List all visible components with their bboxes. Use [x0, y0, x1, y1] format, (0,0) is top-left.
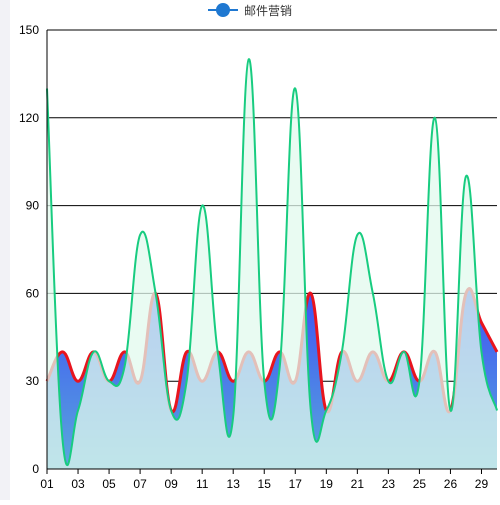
- x-tick-label: 23: [382, 477, 396, 491]
- y-tick-label: 150: [19, 23, 39, 37]
- y-tick-label: 30: [26, 374, 40, 388]
- x-tick-label: 09: [164, 477, 178, 491]
- x-tick-label: 26: [444, 477, 458, 491]
- chart-legend[interactable]: 邮件营销: [0, 0, 500, 20]
- y-tick-label: 120: [19, 111, 39, 125]
- y-tick-label: 0: [32, 462, 39, 476]
- x-tick-label: 01: [40, 477, 54, 491]
- legend-label: 邮件营销: [244, 2, 292, 19]
- x-tick-label: 05: [102, 477, 116, 491]
- x-tick-label: 17: [289, 477, 303, 491]
- y-tick-label: 90: [26, 199, 40, 213]
- x-tick-label: 25: [413, 477, 427, 491]
- x-tick-label: 07: [133, 477, 147, 491]
- x-tick-label: 29: [475, 477, 489, 491]
- x-tick-label: 13: [227, 477, 241, 491]
- legend-marker-icon: [208, 3, 238, 17]
- x-tick-label: 11: [196, 477, 209, 491]
- x-tick-label: 21: [351, 477, 365, 491]
- x-tick-label: 15: [258, 477, 272, 491]
- y-tick-label: 60: [26, 286, 40, 300]
- x-tick-label: 03: [71, 477, 85, 491]
- x-tick-label: 19: [320, 477, 334, 491]
